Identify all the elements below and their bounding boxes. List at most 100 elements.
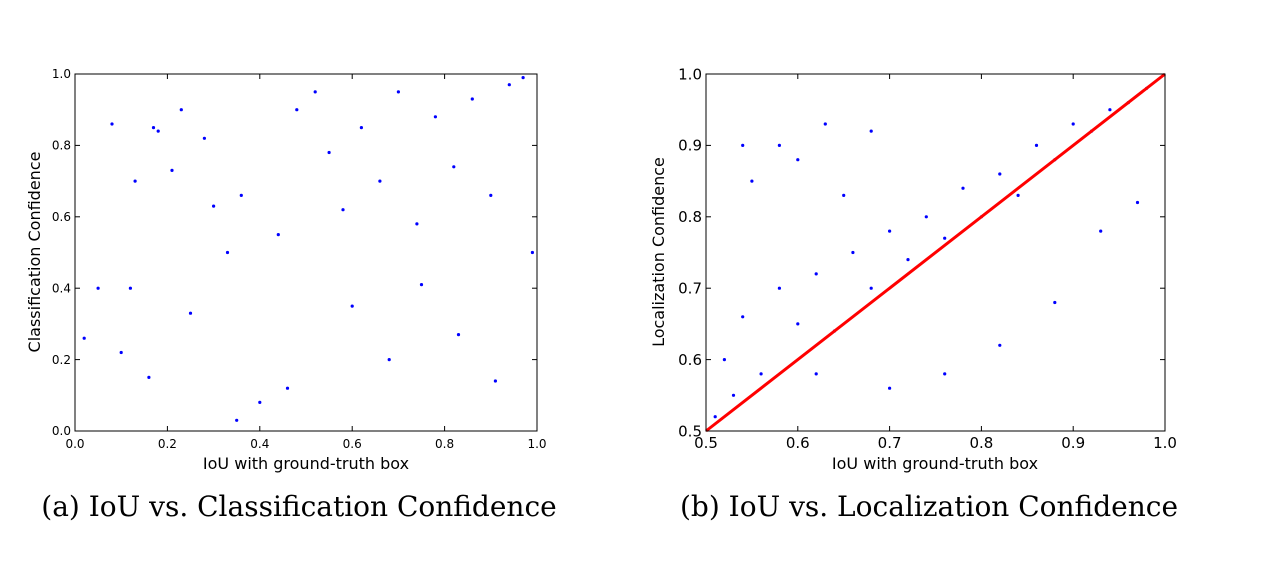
panel-a-point xyxy=(258,400,262,404)
panel-b-point xyxy=(777,143,782,147)
panel-b-caption: (b) IoU vs. Localization Confidence xyxy=(680,490,1178,523)
panel-b-point xyxy=(1135,200,1140,205)
panel-b-y-tick-label: 1.0 xyxy=(678,65,702,83)
panel-a-point xyxy=(188,311,193,315)
panel-a-point xyxy=(433,115,437,119)
panel-b-point xyxy=(1071,122,1075,126)
panel-b-point xyxy=(777,286,782,290)
panel-b-point xyxy=(1016,193,1020,197)
panel-b-point xyxy=(961,186,965,190)
panel-a-point xyxy=(128,286,132,290)
panel-a-point xyxy=(147,375,151,379)
panel-a-point xyxy=(212,204,216,208)
panel-b-point xyxy=(796,158,800,162)
panel-a-point xyxy=(327,150,331,155)
panel-a-x-axis-label: IoU with ground-truth box xyxy=(203,454,409,473)
panel-a-point xyxy=(82,336,86,340)
panel-b-point xyxy=(750,179,754,183)
panel-b-point xyxy=(814,372,818,376)
panel-b-point xyxy=(906,258,910,262)
panel-b-y-tick-label: 0.8 xyxy=(678,208,702,226)
panel-a-caption: (a) IoU vs. Classification Confidence xyxy=(41,490,556,523)
panel-b-x-tick-label: 0.5 xyxy=(694,434,718,452)
panel-a-y-tick-label: 0.0 xyxy=(52,424,71,438)
panel-a-point xyxy=(295,108,299,112)
panel-a-plot-background xyxy=(75,74,537,431)
panel-a-point xyxy=(239,193,243,197)
panel-b-x-tick-label: 1.0 xyxy=(1153,434,1177,452)
panel-b-point xyxy=(998,343,1002,347)
panel-b-x-tick-label: 0.9 xyxy=(1061,434,1085,452)
panel-a-point xyxy=(419,283,424,287)
panel-a-y-ticks: 0.0 0.2 0.4 0.6 0.8 1.0 xyxy=(52,67,537,438)
panel-b-y-tick-label: 0.7 xyxy=(678,279,702,297)
panel-a-x-ticks: 0.0 0.2 0.4 0.6 0.8 1.0 xyxy=(65,74,547,451)
panel-a-point xyxy=(507,83,511,87)
panel-a-point xyxy=(456,333,461,337)
panel-a-point xyxy=(452,165,456,169)
panel-a-point xyxy=(110,122,114,126)
panel-b-point xyxy=(713,415,717,419)
panel-a-point xyxy=(396,90,400,94)
panel-a-point xyxy=(378,179,382,183)
panel-b-point xyxy=(842,193,846,197)
panel-b-point xyxy=(943,372,947,376)
panel-a-y-tick-label: 1.0 xyxy=(52,67,71,81)
panel-a-iou-vs-classification: 0.0 0.2 0.4 0.6 0.8 1.0 0.0 0.2 0.4 0.6 0.8 1.0 Io… xyxy=(25,67,557,523)
panel-b-point xyxy=(731,393,736,397)
panel-b-point xyxy=(823,122,827,126)
panel-b-point xyxy=(998,172,1002,176)
panel-a-point xyxy=(415,222,419,226)
panel-a-point xyxy=(359,126,363,130)
panel-a-points xyxy=(82,76,535,422)
panel-a-point xyxy=(285,386,290,390)
panel-b-x-tick-label: 0.6 xyxy=(786,434,810,452)
panel-a-x-tick-label: 0.6 xyxy=(343,437,362,451)
panel-b-plot-frame xyxy=(705,73,1166,432)
panel-a-point xyxy=(530,250,535,255)
panel-b-point xyxy=(1034,143,1039,147)
panel-b-point xyxy=(1053,300,1057,305)
panel-a-plot-frame xyxy=(74,73,538,432)
panel-b-point xyxy=(943,236,947,240)
panel-b-point xyxy=(888,229,892,233)
panel-b-point xyxy=(924,215,928,219)
panel-b-point xyxy=(1108,108,1112,112)
panel-b-point xyxy=(1099,229,1103,233)
panel-b-y-tick-label: 0.6 xyxy=(678,351,702,369)
panel-a-point xyxy=(151,126,156,130)
panel-b-point xyxy=(869,129,873,133)
panel-a-point xyxy=(156,129,160,133)
panel-b-point xyxy=(814,272,818,276)
panel-a-point xyxy=(225,250,230,255)
panel-a-point xyxy=(119,350,123,355)
panel-a-x-tick-label: 0.4 xyxy=(250,437,269,451)
panel-a-point xyxy=(170,168,174,172)
panel-b-diagonal-line xyxy=(705,72,1166,433)
panel-a-point xyxy=(179,108,183,112)
panel-b-x-tick-label: 0.7 xyxy=(878,434,902,452)
panel-a-x-tick-label: 0.2 xyxy=(158,437,177,451)
panel-a-point xyxy=(489,193,493,197)
panel-a-point xyxy=(235,418,239,422)
panel-a-point xyxy=(133,179,137,183)
panel-a-x-tick-label: 0.8 xyxy=(435,437,454,451)
panel-a-point xyxy=(276,233,280,237)
panel-b-y-tick-label: 0.9 xyxy=(678,137,702,155)
panel-a-point xyxy=(202,136,206,140)
panel-a-y-axis-label: Classification Confidence xyxy=(25,152,44,353)
panel-a-x-tick-label: 0.0 xyxy=(65,437,84,451)
panel-b-point xyxy=(888,386,892,390)
panel-a-x-tick-label: 1.0 xyxy=(527,437,546,451)
panel-a-y-tick-label: 0.6 xyxy=(52,210,71,224)
panel-b-point xyxy=(741,143,745,147)
panel-a-y-tick-label: 0.2 xyxy=(52,353,71,367)
panel-a-point xyxy=(313,90,317,94)
panel-a-y-tick-label: 0.4 xyxy=(52,281,71,295)
panel-a-point xyxy=(96,286,100,290)
panel-b-iou-vs-localization: 0.5 0.6 0.7 0.8 0.9 1.0 0.5 0.6 0.7 0.8 0.9 1.0 Io… xyxy=(649,65,1178,523)
panel-b-point xyxy=(759,372,763,376)
panel-a-point xyxy=(341,208,345,212)
panel-a-point xyxy=(470,97,474,101)
